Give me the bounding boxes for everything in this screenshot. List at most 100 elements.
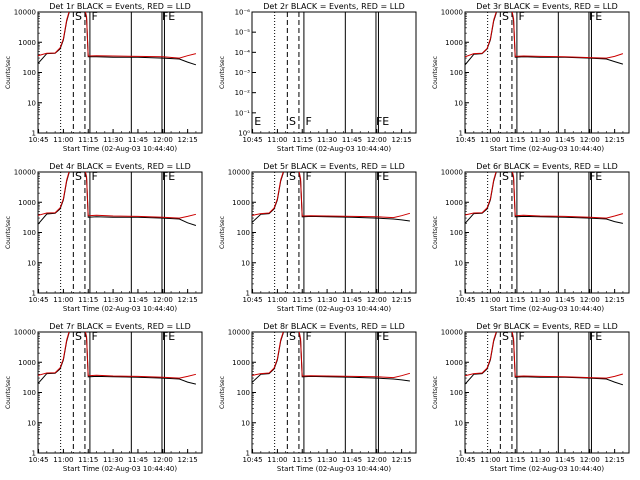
series-line-lld — [465, 332, 624, 379]
marker-label-s: S — [289, 330, 296, 343]
marker-label-f: F — [306, 330, 312, 343]
marker-label-fe: FE — [589, 10, 602, 23]
y-axis-label: Counts/sec — [219, 376, 226, 409]
y-tick-label: 10000 — [441, 329, 463, 337]
y-tick-label: 1000 — [445, 359, 463, 367]
marker-label-e: E — [254, 115, 261, 128]
x-axis-label: Start Time (02-Aug-03 10:44:40) — [63, 145, 177, 153]
marker-label-s: S — [75, 330, 82, 343]
y-tick-label: 1000 — [18, 199, 36, 207]
y-axis-label: Counts/sec — [5, 376, 12, 409]
marker-label-s: S — [289, 115, 296, 128]
y-tick-label: 10000 — [441, 169, 463, 177]
x-axis-label: Start Time (02-Aug-03 10:44:40) — [490, 465, 604, 473]
x-tick-label: 11:30 — [317, 456, 337, 464]
y-axis-label: Counts/sec — [432, 216, 439, 249]
x-tick-label: 11:15 — [78, 296, 98, 304]
x-tick-label: 11:30 — [103, 136, 123, 144]
panel-det-2: Det 2r BLACK = Events, RED = LLD 10⁰ 10⁻¹ 1… — [219, 2, 417, 153]
series-line-events — [252, 172, 410, 224]
x-tick-label: 11:00 — [53, 456, 73, 464]
x-tick-label: 11:30 — [317, 296, 337, 304]
x-axis-label: Start Time (02-Aug-03 10:44:40) — [277, 305, 391, 313]
x-tick-label: 11:45 — [555, 456, 575, 464]
y-axis-label: Counts/sec — [219, 216, 226, 249]
y-tick-label: 100 — [237, 229, 250, 237]
plot-frame — [464, 171, 630, 294]
panel-det-1: Det 1r BLACK = Events, RED = LLD 1 10 100 10… — [5, 2, 203, 153]
panel-det-4: Det 4r BLACK = Events, RED = LLD 1 10 100 10… — [5, 162, 203, 313]
x-tick-label: 12:00 — [580, 136, 600, 144]
panel-title: Det 5r BLACK = Events, RED = LLD — [263, 162, 405, 171]
x-tick-label: 10:45 — [455, 456, 475, 464]
marker-label-s: S — [502, 10, 509, 23]
plot-frame — [251, 171, 417, 294]
x-axis-label: Start Time (02-Aug-03 10:44:40) — [63, 305, 177, 313]
x-tick-label: 11:15 — [505, 136, 525, 144]
x-tick-label: 12:15 — [605, 296, 625, 304]
y-tick-label: 10000 — [14, 169, 36, 177]
y-axis-label: Counts/sec — [432, 376, 439, 409]
y-tick-label: 10 — [454, 259, 463, 267]
x-tick-label: 12:15 — [392, 456, 412, 464]
y-tick-label: 1 — [32, 130, 36, 138]
y-axis-label: Counts/sec — [219, 56, 226, 89]
x-tick-label: 11:15 — [505, 296, 525, 304]
y-tick-label: 10⁻⁴ — [235, 49, 251, 57]
x-tick-label: 12:15 — [178, 456, 198, 464]
y-tick-label: 1 — [459, 130, 463, 138]
x-tick-label: 11:45 — [128, 296, 148, 304]
x-tick-label: 11:15 — [78, 456, 98, 464]
y-tick-label: 10⁻¹ — [235, 109, 251, 117]
panel-title: Det 7r BLACK = Events, RED = LLD — [49, 322, 191, 331]
y-tick-label: 10 — [27, 259, 36, 267]
marker-label-s: S — [502, 330, 509, 343]
panel-det-3: Det 3r BLACK = Events, RED = LLD 1 10 100 10… — [432, 2, 630, 153]
y-tick-label: 10⁻² — [235, 89, 251, 97]
marker-label-s: S — [289, 170, 296, 183]
y-tick-label: 100 — [23, 69, 36, 77]
y-axis-label: Counts/sec — [432, 56, 439, 89]
x-axis-label: Start Time (02-Aug-03 10:44:40) — [277, 145, 391, 153]
series-line-lld — [38, 172, 197, 219]
x-tick-label: 10:45 — [242, 456, 262, 464]
x-tick-label: 11:45 — [342, 136, 362, 144]
x-tick-label: 12:15 — [178, 136, 198, 144]
y-tick-label: 10⁰ — [238, 130, 250, 138]
x-tick-label: 11:45 — [342, 456, 362, 464]
x-tick-label: 11:45 — [342, 296, 362, 304]
y-tick-label: 100 — [450, 229, 463, 237]
y-tick-label: 10 — [454, 419, 463, 427]
y-tick-label: 1000 — [18, 39, 36, 47]
y-tick-label: 1 — [246, 450, 250, 458]
x-tick-label: 11:30 — [530, 296, 550, 304]
panel-title: Det 6r BLACK = Events, RED = LLD — [476, 162, 618, 171]
x-tick-label: 11:45 — [555, 136, 575, 144]
y-tick-label: 10 — [27, 99, 36, 107]
series-line-lld — [38, 12, 197, 59]
x-tick-label: 12:00 — [367, 296, 387, 304]
y-axis-label: Counts/sec — [5, 216, 12, 249]
x-axis-label: Start Time (02-Aug-03 10:44:40) — [490, 145, 604, 153]
y-tick-label: 1 — [459, 290, 463, 298]
y-tick-label: 10000 — [228, 169, 250, 177]
y-tick-label: 100 — [450, 389, 463, 397]
y-tick-label: 10000 — [14, 9, 36, 17]
x-tick-label: 11:00 — [53, 296, 73, 304]
x-tick-label: 12:00 — [367, 456, 387, 464]
panel-title: Det 8r BLACK = Events, RED = LLD — [263, 322, 405, 331]
x-tick-label: 11:30 — [103, 456, 123, 464]
marker-label-fe: FE — [376, 115, 389, 128]
y-tick-label: 1000 — [232, 199, 250, 207]
marker-label-f: F — [519, 330, 525, 343]
x-tick-label: 12:00 — [580, 456, 600, 464]
marker-label-fe: FE — [162, 170, 175, 183]
x-axis-label: Start Time (02-Aug-03 10:44:40) — [490, 305, 604, 313]
y-tick-label: 10 — [241, 259, 250, 267]
x-tick-label: 12:00 — [367, 136, 387, 144]
series-line-lld — [38, 332, 197, 379]
marker-label-fe: FE — [376, 170, 389, 183]
x-tick-label: 12:00 — [153, 296, 173, 304]
series-line-events — [38, 12, 197, 66]
x-tick-label: 11:00 — [480, 296, 500, 304]
